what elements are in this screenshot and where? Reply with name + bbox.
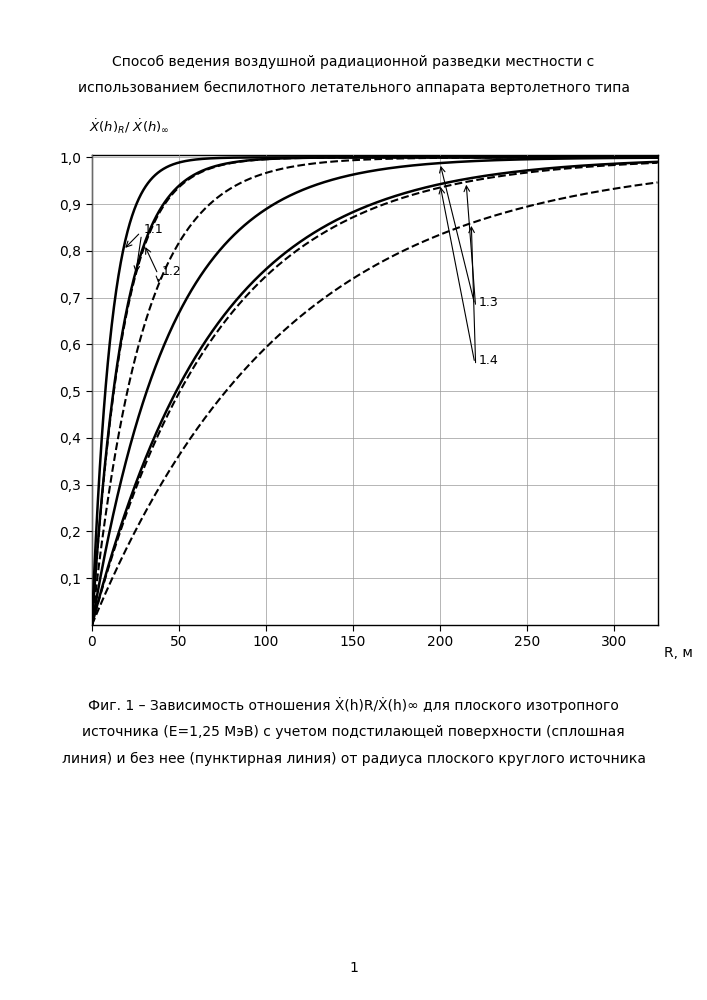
Text: источника (E=1,25 МэВ) с учетом подстилающей поверхности (сплошная: источника (E=1,25 МэВ) с учетом подстила… [82, 725, 625, 739]
Text: Фиг. 1 – Зависимость отношения Ẋ(h)R/Ẋ(h)∞ для плоского изотропного: Фиг. 1 – Зависимость отношения Ẋ(h)R/Ẋ(h… [88, 697, 619, 713]
Text: 1.3: 1.3 [478, 296, 498, 309]
Text: 1.4: 1.4 [478, 354, 498, 367]
Text: 1: 1 [349, 961, 358, 975]
Text: R, м: R, м [665, 646, 694, 660]
Text: 1.2: 1.2 [161, 265, 181, 278]
Text: $\dot{X}(h)_R$/ $\dot{X}(h)_\infty$: $\dot{X}(h)_R$/ $\dot{X}(h)_\infty$ [89, 117, 170, 136]
Text: использованием беспилотного летательного аппарата вертолетного типа: использованием беспилотного летательного… [78, 81, 629, 95]
Text: 1.1: 1.1 [144, 223, 164, 236]
Text: линия) и без нее (пунктирная линия) от радиуса плоского круглого источника: линия) и без нее (пунктирная линия) от р… [62, 752, 645, 766]
Text: Способ ведения воздушной радиационной разведки местности с: Способ ведения воздушной радиационной ра… [112, 55, 595, 69]
